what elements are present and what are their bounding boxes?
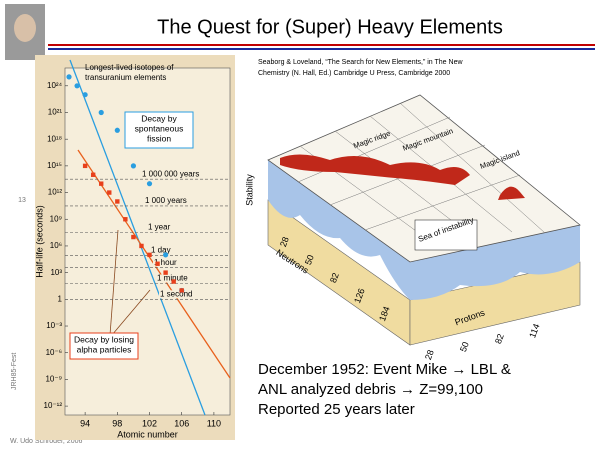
citation: Chemistry (N. Hall, Ed.) Cambridge U Pre…: [258, 70, 450, 77]
point: [155, 261, 160, 266]
neutron-tick: 82: [328, 271, 341, 284]
reference-label-bg: [156, 274, 193, 283]
chart-title: transuranium elements: [85, 73, 166, 82]
note: Reported 25 years later: [258, 401, 415, 418]
footer: W. Udo Schröder, 2006: [10, 438, 82, 445]
point: [163, 252, 169, 258]
y-tick-label: 10²⁴: [47, 81, 63, 90]
proton-tick: 82: [493, 332, 506, 345]
proton-tick: 28: [423, 348, 436, 361]
citation: Seaborg & Loveland, “The Search for New …: [258, 59, 463, 66]
legend-label: Decay by losing: [74, 334, 134, 344]
y-tick-label: 10³: [50, 268, 62, 277]
x-tick-label: 94: [80, 418, 90, 428]
point: [131, 234, 136, 240]
point: [90, 172, 96, 177]
legend-label: alpha particles: [77, 344, 132, 354]
point: [114, 127, 120, 133]
pointer: [111, 289, 151, 336]
side-label: JRH85-Fest: [11, 353, 18, 390]
neutron-tick: 50: [303, 253, 316, 266]
front-right-face: [409, 261, 581, 346]
point: [123, 217, 128, 222]
reference-label-bg: [141, 170, 210, 179]
legend-box: [69, 332, 139, 360]
point: [66, 74, 72, 80]
reference-label: 1 000 years: [145, 196, 187, 205]
point: [82, 92, 88, 98]
point: [171, 279, 176, 284]
neutron-tick: 184: [377, 305, 392, 323]
reference-label-bg: [159, 290, 196, 299]
x-tick-label: 98: [112, 418, 122, 428]
y-tick-label: 10¹⁸: [47, 134, 62, 143]
y-tick-label: 10²¹: [48, 108, 63, 117]
neutron-tick: 126: [352, 287, 367, 305]
reference-label-bg: [150, 246, 173, 255]
page-number: 13: [18, 197, 26, 204]
x-axis-label: Atomic number: [117, 429, 178, 439]
proton-tick: 50: [458, 340, 471, 353]
point: [139, 243, 144, 249]
point: [74, 83, 80, 89]
diagram-label: Stability: [244, 174, 254, 206]
reference-label: 1 minute: [157, 274, 188, 283]
point: [98, 109, 104, 116]
y-tick-label: 10⁶: [50, 241, 62, 250]
point: [147, 252, 152, 258]
proton-tick: 114: [527, 322, 541, 339]
reference-label: 1 000 000 years: [142, 169, 199, 178]
chart-title: Longest-lived isotopes of: [85, 63, 174, 72]
chart-of-nuclides: [267, 94, 581, 346]
y-tick-label: 1: [58, 294, 63, 303]
y-tick-label: 10⁻³: [46, 321, 62, 330]
point: [146, 181, 153, 187]
neutron-tick: 28: [278, 235, 291, 248]
point: [115, 199, 120, 204]
reference-label: 1 hour: [154, 258, 177, 267]
y-tick-label: 10¹⁵: [47, 161, 62, 170]
point: [107, 190, 112, 195]
y-tick-label: 10⁻¹²: [44, 401, 63, 410]
reference-label-bg: [144, 196, 195, 205]
y-tick-label: 10¹²: [48, 188, 63, 197]
note: December 1952: Event Mike → LBL &: [258, 361, 511, 378]
x-tick-label: 106: [174, 418, 189, 428]
point: [163, 270, 168, 275]
x-tick-label: 102: [142, 418, 157, 428]
reference-label-bg: [153, 258, 181, 267]
magic-island: [498, 186, 525, 200]
sea-face: [268, 160, 580, 300]
sea-label-box: [414, 219, 478, 251]
y-tick-label: 10⁻⁶: [46, 348, 62, 357]
legend-box: [124, 111, 194, 149]
legend-label: spontaneous: [135, 123, 184, 133]
legend-label: Decay by: [141, 113, 177, 123]
y-tick-label: 10⁻⁹: [45, 375, 62, 384]
slide-title: The Quest for (Super) Heavy Elements: [157, 16, 503, 38]
x-tick-label: 110: [207, 418, 221, 428]
magic-ridge: [280, 154, 470, 185]
point: [99, 181, 104, 186]
point: [179, 288, 184, 293]
reference-label: 1 second: [160, 289, 192, 298]
portrait-face: [14, 14, 36, 42]
point: [82, 163, 88, 169]
reference-label: 1 year: [148, 223, 171, 232]
fit-line: [69, 59, 206, 416]
point: [130, 163, 137, 169]
reference-label-bg: [147, 223, 175, 232]
legend-label: fission: [147, 133, 171, 143]
pointer: [109, 229, 119, 336]
reference-label: 1 day: [151, 246, 171, 255]
y-axis-label: Half-life (seconds): [34, 205, 44, 278]
note: ANL analyzed debris → Z=99,100: [258, 381, 483, 398]
y-tick-label: 10⁹: [50, 214, 62, 223]
